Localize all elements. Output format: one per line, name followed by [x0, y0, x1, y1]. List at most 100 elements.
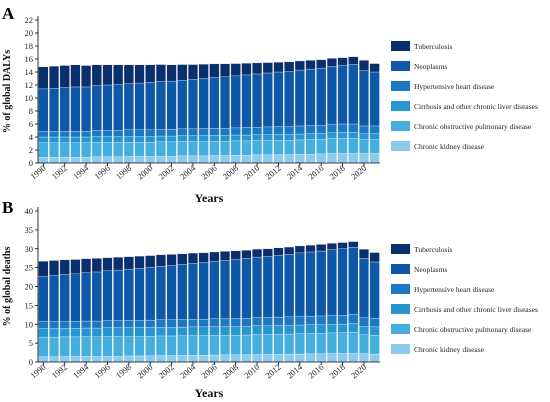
bar-segment: [273, 354, 284, 363]
bar-segment: [155, 81, 166, 130]
bar-segment: [81, 327, 92, 337]
y-tick-label: 10: [25, 319, 34, 329]
legend-swatch: [391, 284, 410, 294]
x-tick-label: 1994: [71, 162, 91, 181]
y-tick-label: 30: [25, 244, 34, 254]
bar-segment: [294, 139, 305, 155]
bar-segment: [91, 64, 102, 86]
bar-segment: [305, 245, 316, 253]
panel-letter: A: [2, 4, 15, 23]
bar-segment: [305, 125, 316, 134]
bar-segment: [70, 64, 81, 88]
bar-segment: [145, 267, 156, 321]
bar-segment: [294, 353, 305, 363]
bar-segment: [102, 156, 113, 164]
bar-segment: [337, 123, 348, 133]
x-tick-label: 2018: [327, 362, 346, 381]
bar-segment: [220, 260, 231, 319]
bar-segment: [123, 142, 134, 157]
bar-segment: [91, 142, 102, 157]
bar-segment: [326, 132, 337, 139]
bar-segment: [284, 61, 295, 72]
y-tick-label: 20: [25, 282, 34, 292]
bar-segment: [102, 64, 113, 86]
bar-segment: [123, 256, 134, 270]
bar-segment: [294, 316, 305, 326]
series-neo: [38, 64, 380, 132]
bar-segment: [294, 133, 305, 141]
bar-segment: [198, 252, 209, 263]
bar-segment: [273, 334, 284, 355]
bar-segment: [369, 133, 380, 140]
y-tick-label: 18: [25, 41, 34, 51]
y-tick-label: 4: [29, 132, 34, 142]
bar-segment: [252, 334, 263, 355]
legend-label: Tuberculosis: [414, 42, 453, 51]
legend-label: Chronic kidney disease: [414, 142, 485, 151]
panel-letter: B: [2, 198, 13, 217]
x-tick-label: 2012: [263, 163, 282, 182]
bar-segment: [38, 336, 49, 357]
bar-segment: [348, 353, 359, 363]
bar-segment: [241, 354, 252, 363]
bar-segment: [145, 156, 156, 164]
bar-segment: [59, 130, 70, 138]
bar-segment: [209, 141, 220, 156]
bar-segment: [49, 336, 60, 357]
bar-segment: [262, 325, 273, 335]
bar-segment: [369, 125, 380, 134]
bar-segment: [70, 259, 81, 275]
y-tick-label: 15: [25, 300, 34, 310]
legend-swatch: [391, 141, 410, 151]
bar-segment: [145, 64, 156, 83]
x-tick-label: 2000: [135, 362, 154, 381]
bar-segment: [273, 154, 284, 164]
x-tick-label: 2004: [178, 162, 198, 181]
bar-segment: [305, 68, 316, 126]
bar-segment: [230, 259, 241, 319]
bar-segment: [177, 319, 188, 328]
bar-segment: [134, 336, 145, 357]
bar-segment: [305, 60, 316, 70]
legend-swatch: [391, 244, 410, 254]
bar-segment: [102, 142, 113, 157]
bar-segment: [91, 327, 102, 337]
bar-segment: [70, 86, 81, 132]
bar-segment: [198, 155, 209, 164]
bar-segment: [241, 155, 252, 164]
bar-segment: [198, 355, 209, 363]
bar-segment: [273, 126, 284, 135]
bar-segment: [155, 64, 166, 82]
bar-segment: [187, 318, 198, 328]
bar-segment: [166, 156, 177, 164]
bar-segment: [284, 246, 295, 255]
bar-segment: [134, 355, 145, 363]
legend-swatch: [391, 61, 410, 71]
bar-segment: [123, 156, 134, 164]
bar-segment: [49, 130, 60, 138]
bar-segment: [59, 136, 70, 143]
bar-segment: [284, 140, 295, 155]
bar-segment: [326, 138, 337, 154]
bar-segment: [305, 139, 316, 155]
bar-segment: [273, 140, 284, 155]
bar-segment: [70, 328, 81, 338]
bar-segment: [177, 141, 188, 157]
bar-segment: [123, 355, 134, 363]
bar-segment: [305, 315, 316, 325]
x-tick-label: 1992: [50, 163, 69, 182]
bar-segment: [145, 255, 156, 268]
bar-segment: [262, 317, 273, 326]
bar-segment: [102, 355, 113, 363]
bar-segment: [145, 142, 156, 157]
bar-segment: [102, 136, 113, 143]
bar-segment: [177, 79, 188, 130]
legend-swatch: [391, 344, 410, 354]
bar-segment: [145, 335, 156, 356]
bar-segment: [177, 128, 188, 136]
bar-segment: [187, 128, 198, 136]
bar-segment: [209, 335, 220, 356]
bar-segment: [134, 82, 145, 131]
bar-segment: [209, 261, 220, 319]
bar-segment: [198, 141, 209, 157]
